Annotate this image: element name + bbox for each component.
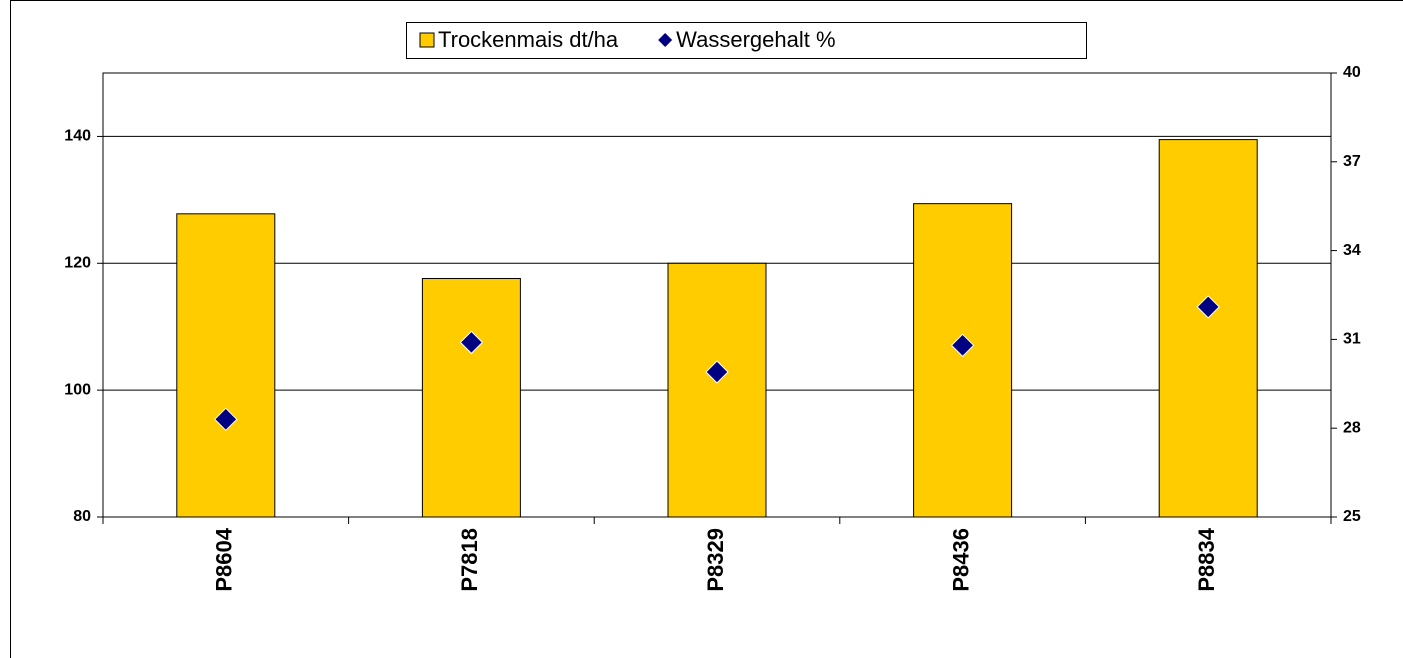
x-tick-label: P8436 — [948, 528, 973, 592]
legend-swatch — [658, 33, 673, 47]
bar — [913, 203, 1013, 518]
marker — [705, 360, 729, 384]
legend-box — [406, 22, 1087, 59]
x-tick-label: P8604 — [212, 527, 237, 591]
x-tick-label: P8834 — [1194, 527, 1219, 591]
plot-frame — [102, 72, 1332, 518]
marker — [950, 333, 975, 358]
y2-tick-label: 40 — [1343, 64, 1361, 81]
y2-tick-label: 28 — [1343, 419, 1361, 436]
legend-label: Wassergehalt % — [676, 27, 835, 52]
y2-tick-label: 31 — [1343, 331, 1361, 348]
y2-tick-label: 34 — [1343, 242, 1361, 259]
y2-tick-label: 25 — [1343, 508, 1361, 525]
y2-tick-label: 37 — [1343, 153, 1361, 170]
marker — [459, 330, 484, 355]
marker — [1196, 295, 1220, 319]
legend-swatch — [419, 32, 435, 48]
y-tick-label: 80 — [73, 508, 91, 525]
marker — [214, 407, 238, 432]
y-tick-label: 120 — [64, 255, 91, 272]
legend-label: Trockenmais dt/ha — [438, 27, 619, 52]
y-tick-label: 140 — [64, 128, 91, 145]
x-tick-label: P7818 — [457, 528, 482, 592]
bar — [421, 278, 521, 518]
x-tick-label: P8329 — [703, 528, 728, 592]
bar — [176, 213, 276, 518]
y-tick-label: 100 — [64, 381, 91, 398]
bar — [667, 262, 767, 518]
bar — [1158, 139, 1258, 518]
